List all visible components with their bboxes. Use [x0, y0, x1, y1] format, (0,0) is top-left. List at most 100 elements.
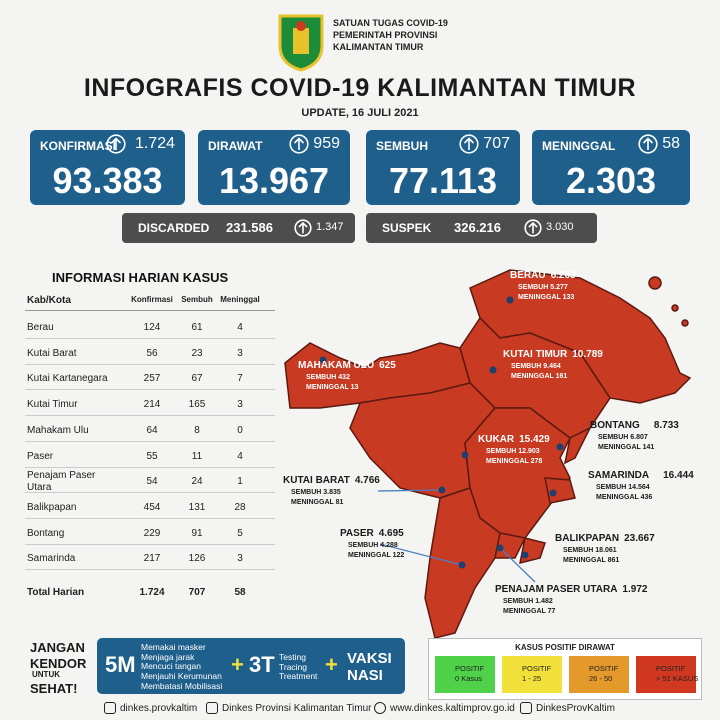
table-header: Konfirmasi	[131, 295, 173, 304]
region-dot	[319, 356, 327, 364]
legend-item-range: 26 - 50	[589, 674, 613, 683]
region-name: PASER 4.695	[340, 528, 404, 539]
stat-total: 2.303	[565, 160, 657, 201]
region-name: MAHAKAM ULU 625	[298, 360, 396, 371]
table-cell: 55	[146, 450, 158, 462]
stat-label: KONFIRMASI	[40, 139, 116, 153]
region-dot	[461, 451, 469, 459]
table-cell: 23	[191, 347, 203, 359]
table-rule	[25, 415, 275, 417]
table-cell: Kutai Kartanegara	[27, 373, 108, 385]
region-dot	[496, 544, 504, 552]
legend-swatch	[435, 656, 495, 693]
table-cell: Samarinda	[27, 553, 76, 565]
legend-box: KASUS POSITIF DIRAWAT POSITIF 0 Kasus POSIT…	[428, 638, 702, 700]
legend-item-title: POSITIF	[522, 664, 552, 673]
table-rule	[25, 389, 275, 391]
region-name: BERAU 6.263	[510, 270, 576, 281]
region-name: SAMARINDA 16.444	[588, 470, 694, 481]
social-handle: dinkes.provkaltim	[120, 703, 198, 714]
region-dot	[458, 561, 466, 569]
up-arrow-icon	[459, 134, 479, 154]
table-cell: 4	[237, 450, 243, 462]
table-cell: 54	[146, 476, 158, 488]
m5-item: Menjaga jarak	[141, 651, 195, 662]
table-cell: Kutai Timur	[27, 399, 78, 411]
social-icon	[104, 702, 116, 714]
stat-total: 77.113	[388, 160, 498, 201]
region-recovered: SEMBUH 14.564	[596, 484, 650, 491]
table-cell: 3	[237, 553, 243, 565]
m5-item: Menjauhi Kerumunan	[141, 671, 222, 682]
stat-card: KONFIRMASI 1.724 93.383	[30, 130, 185, 205]
stat-change: 1.724	[134, 135, 175, 152]
social-icon	[206, 702, 218, 714]
up-arrow-icon	[106, 134, 126, 154]
stat-card: MENINGGAL 58 2.303	[532, 130, 690, 205]
table-cell: 28	[234, 501, 246, 513]
stat-label: DIRAWAT	[208, 139, 263, 153]
table-cell: 3	[237, 347, 243, 359]
legend-item-title: POSITIF	[656, 664, 686, 673]
slogan-line: UNTUK	[32, 670, 60, 679]
table-cell: 67	[191, 373, 203, 385]
table-cell: 91	[191, 527, 203, 539]
region-deaths: MENINGGAL 81	[291, 499, 343, 506]
legend-item-range: 0 Kasus	[455, 674, 483, 683]
stat-change: 959	[313, 135, 340, 152]
secondary-card: SUSPEK 326.216 3.030	[366, 213, 597, 243]
region-deaths: MENINGGAL 122	[348, 552, 404, 559]
stat-change: 58	[662, 135, 680, 152]
region-recovered: SEMBUH 4.288	[348, 542, 398, 549]
region-deaths: MENINGGAL 436	[596, 494, 652, 501]
stat-card: SEMBUH 707 77.113	[366, 130, 520, 205]
region-recovered: SEMBUH 1.482	[503, 598, 553, 605]
m5-item: Mencuci tangan	[141, 661, 202, 672]
region-recovered: SEMBUH 3.835	[291, 489, 341, 496]
table-cell: 8	[194, 424, 200, 436]
region-name: PENAJAM PASER UTARA 1.972	[495, 584, 648, 595]
table-cell: 131	[188, 501, 206, 513]
table-rule	[25, 543, 275, 545]
stat-total: 93.383	[52, 160, 163, 201]
leader-line	[499, 547, 536, 583]
table-rule	[25, 310, 275, 311]
region-recovered: SEMBUH 5.277	[518, 284, 568, 291]
secondary-total: 231.586	[226, 220, 273, 235]
region-recovered: SEMBUH 18.061	[563, 547, 617, 554]
stat-card: DIRAWAT 959 13.967	[198, 130, 350, 205]
t3-item: Testing	[279, 652, 306, 662]
org-line: SATUAN TUGAS COVID-19	[333, 18, 448, 28]
t3-item: Tracing	[279, 661, 308, 672]
table-total: 58	[234, 587, 246, 598]
table-cell: 217	[143, 553, 161, 565]
org-line: PEMERINTAH PROVINSI	[333, 30, 438, 40]
stat-label: MENINGGAL	[542, 139, 616, 153]
table-cell: 0	[237, 424, 243, 436]
region-deaths: MENINGGAL 13	[306, 384, 358, 391]
slogan-line: JANGAN	[30, 640, 85, 655]
secondary-label: DISCARDED	[138, 221, 210, 235]
up-arrow-icon	[294, 219, 312, 237]
table-cell: 214	[143, 399, 161, 411]
table-cell: 124	[143, 322, 161, 333]
region-name: BALIKPAPAN 23.667	[555, 533, 655, 544]
region-name: BONTANG 8.733	[590, 420, 679, 431]
stat-label: SEMBUH	[376, 139, 429, 153]
stat-change: 707	[483, 135, 510, 152]
secondary-change: 3.030	[546, 221, 574, 233]
table-header: Kab/Kota	[27, 295, 71, 306]
table-header: Sembuh	[181, 295, 213, 304]
secondary-label: SUSPEK	[382, 221, 432, 235]
slogan-line: KENDOR	[30, 656, 87, 671]
legend-swatch	[636, 656, 696, 693]
protocol-banner: 5M Memakai masker Menjaga jarak Mencuci tan…	[97, 638, 405, 694]
table-rule	[25, 440, 275, 442]
region-recovered: SEMBUH 6.807	[598, 434, 648, 441]
region-dot	[549, 489, 557, 497]
secondary-change: 1.347	[316, 221, 344, 233]
social-icon	[374, 702, 386, 714]
region-dot	[489, 366, 497, 374]
region-deaths: MENINGGAL 161	[511, 373, 567, 380]
